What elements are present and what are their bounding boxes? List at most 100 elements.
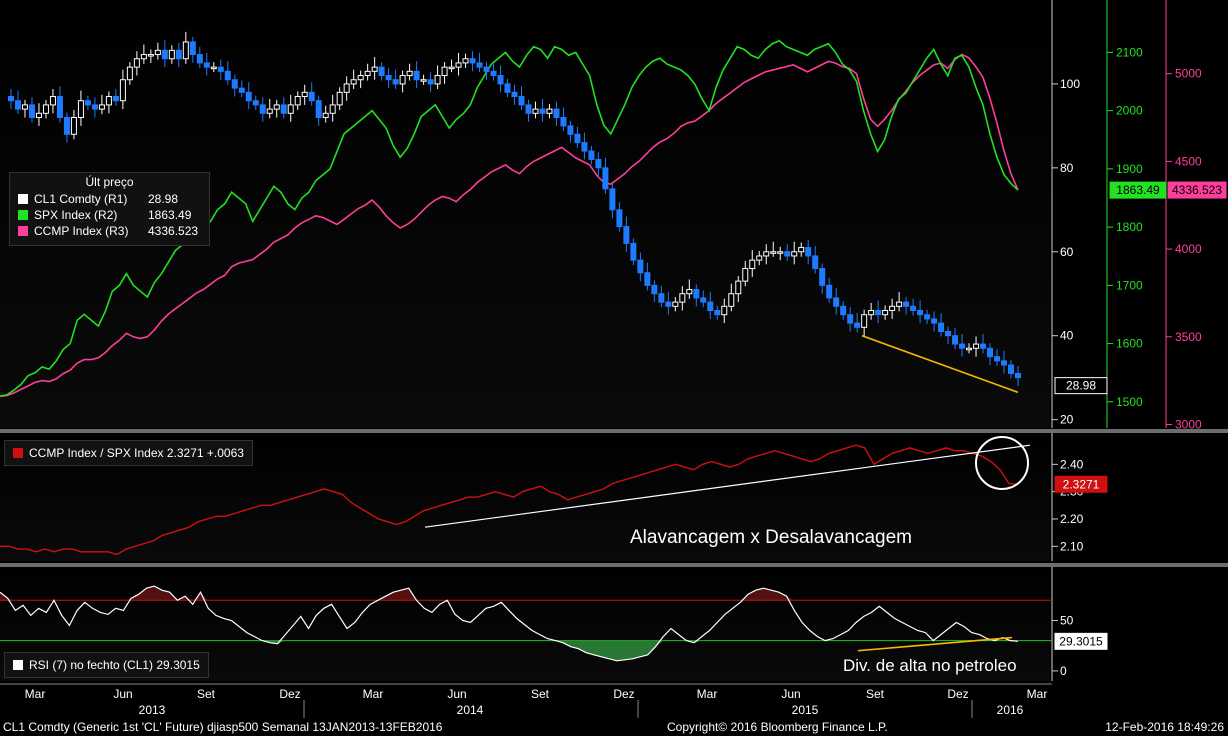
cl1-candle-body: [952, 335, 959, 345]
cl1-candle-body: [133, 58, 140, 68]
cl1-candle-body: [553, 108, 560, 118]
cl1-candle-body: [539, 108, 546, 114]
price-trendline: [861, 334, 1019, 394]
cl1-candle-body: [84, 100, 91, 106]
ratio-price-tag: 2.3271: [1063, 477, 1100, 491]
rsi-tick-label: 0: [1060, 664, 1067, 678]
cl1-candle-body: [77, 100, 84, 118]
cl1-candle-body: [336, 91, 343, 106]
spx-price-tag: 1863.49: [1116, 183, 1160, 197]
legend-value-spx: 1863.49: [148, 208, 192, 222]
panel-separator-1: [0, 429, 1228, 433]
r2-tick-label: 1500: [1116, 395, 1143, 409]
r2-tick-label: 1900: [1116, 162, 1143, 176]
cl1-candle-body: [707, 301, 714, 312]
x-axis-tick-label: Mar: [1027, 687, 1048, 701]
r2-tick-label: 1700: [1116, 278, 1143, 292]
r1-tick-label: 60: [1060, 245, 1074, 259]
cl1-candle-body: [924, 314, 931, 320]
cl1-candle-body: [238, 87, 245, 93]
cl1-candle-body: [819, 268, 826, 286]
x-axis-tick-label: Dez: [613, 687, 634, 701]
cl1-candle-body: [392, 79, 399, 85]
ratio-trendline: [424, 444, 1031, 528]
cl1-candle-body: [672, 301, 679, 307]
cl1-candle-body: [882, 310, 889, 316]
ratio-tick-label: 2.20: [1060, 512, 1084, 526]
cl1-candle-body: [385, 75, 392, 81]
x-axis-year-label: 2013: [139, 703, 166, 717]
ratio-tick-label: 2.10: [1060, 539, 1084, 553]
legend-label-cl1: CL1 Comdty (R1): [34, 192, 128, 206]
cl1-candle-body: [252, 100, 259, 106]
cl1-candle-body: [231, 79, 238, 89]
cl1-candle-body: [112, 96, 119, 102]
x-axis-year-label: 2015: [792, 703, 819, 717]
cl1-candle-body: [987, 347, 994, 358]
cl1-candle-body: [7, 96, 14, 102]
cl1-candle-body: [70, 116, 77, 135]
cl1-candle-body: [476, 62, 483, 68]
cl1-candle-body: [56, 96, 63, 118]
r2-tick-label: 1600: [1116, 337, 1143, 351]
cl1-candle-body: [98, 104, 105, 110]
spx-line: [0, 39, 1019, 397]
x-axis-tick-label: Jun: [781, 687, 800, 701]
footer-right: 12-Feb-2016 18:49:26: [1105, 720, 1224, 734]
cl1-candle-body: [168, 49, 175, 60]
cl1-candle-body: [623, 226, 630, 244]
cl1-candle-body: [462, 58, 469, 64]
cl1-candle-body: [616, 209, 623, 228]
cl1-candle-body: [686, 289, 693, 295]
cl1-candle-body: [532, 108, 539, 114]
cl1-candle-body: [791, 251, 798, 257]
x-axis-tick-label: Set: [866, 687, 885, 701]
cl1-candle-body: [875, 310, 882, 316]
r3-tick-label: 4500: [1175, 154, 1202, 168]
series-layer: [0, 31, 1052, 662]
cl1-candle-body: [294, 96, 301, 106]
rsi-tick-label: 50: [1060, 613, 1074, 627]
cl1-candle-body: [119, 79, 126, 102]
cl1-candle-body: [861, 314, 868, 328]
x-axis-tick-label: Jun: [447, 687, 466, 701]
cl1-candle-body: [287, 104, 294, 114]
cl1-candle-body: [693, 289, 700, 299]
cl1-candle-body: [455, 62, 462, 68]
cl1-candle-body: [483, 66, 490, 72]
cl1-candle-body: [777, 251, 784, 254]
rsi-price-tag-bg: [1054, 632, 1108, 650]
cl1-candle-body: [49, 96, 56, 106]
cl1-candle-body: [588, 150, 595, 160]
rsi-line: [0, 585, 1019, 662]
cl1-candle-body: [427, 79, 434, 85]
cl1-candle-body: [742, 268, 749, 282]
cl1-candle-body: [140, 54, 147, 60]
cl1-candle-body: [441, 66, 448, 77]
cl1-candle-body: [644, 272, 651, 286]
cl1-candle-body: [805, 247, 812, 257]
legend-label-ccmp: CCMP Index (R3): [34, 224, 129, 238]
r2-tick-label: 2100: [1116, 45, 1143, 59]
cl1-candle-body: [105, 96, 112, 106]
cl1-candle-body: [315, 100, 322, 118]
cl1-candle-body: [609, 188, 616, 211]
ccmp-price-tag-bg: [1167, 181, 1227, 199]
cl1-candle-body: [560, 116, 567, 127]
rsi-price-tag: 29.3015: [1059, 634, 1103, 648]
cl1-candle-body: [749, 259, 756, 270]
r1-tick-label: 80: [1060, 161, 1074, 175]
cl1-candle-body: [602, 167, 609, 190]
footer-center: Copyright© 2016 Bloomberg Finance L.P.: [667, 720, 888, 734]
cl1-candle-body: [161, 49, 168, 60]
rsi-legend-row: RSI (7) no fechto (CL1) 29.3015: [13, 657, 200, 673]
cl1-candle-body: [854, 322, 861, 328]
cl1-candle-body: [42, 104, 49, 114]
cl1-candle-body: [224, 70, 231, 81]
cl1-candle-body: [980, 343, 987, 349]
ratio-legend-row: CCMP Index / SPX Index 2.3271 +.0063: [13, 445, 244, 461]
cl1-candle-body: [896, 301, 903, 307]
cl1-candle-body: [196, 54, 203, 64]
rsi-annotation-text: Div. de alta no petroleo: [843, 656, 1017, 675]
cl1-candle-body: [826, 284, 833, 299]
